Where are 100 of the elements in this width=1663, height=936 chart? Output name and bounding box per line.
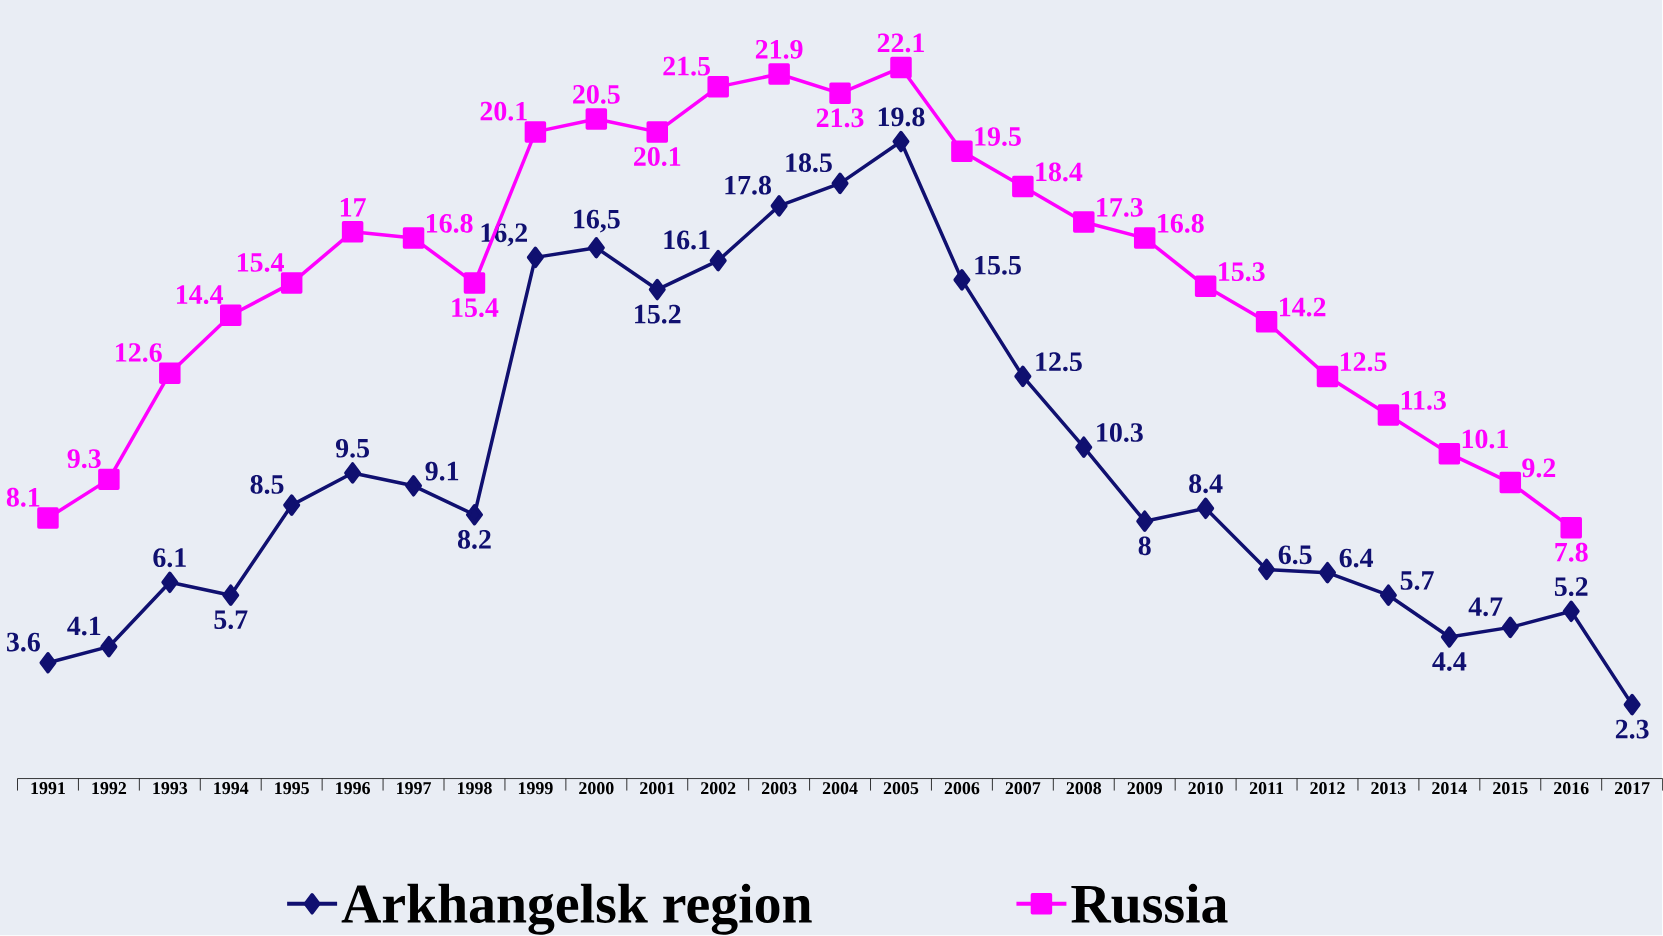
point bbox=[953, 269, 971, 291]
point bbox=[951, 140, 973, 163]
data-label: 8 bbox=[1138, 536, 1151, 556]
data-label: 3.6 bbox=[6, 632, 40, 652]
x-tick-label: 1991 bbox=[31, 782, 65, 795]
data-label: 21.3 bbox=[816, 108, 864, 128]
point bbox=[1133, 227, 1156, 250]
point bbox=[831, 172, 849, 195]
data-label: 16.8 bbox=[426, 214, 473, 234]
x-tick-label: 2017 bbox=[1614, 782, 1650, 795]
data-label: 4.1 bbox=[67, 616, 101, 636]
data-label: 12.6 bbox=[116, 343, 162, 363]
point bbox=[1499, 472, 1522, 494]
point bbox=[1562, 600, 1580, 623]
x-tick-label: 2010 bbox=[1188, 782, 1223, 795]
x-tick-label: 2014 bbox=[1432, 782, 1467, 795]
point bbox=[770, 195, 788, 217]
point bbox=[405, 475, 423, 497]
data-label: 18.4 bbox=[1036, 162, 1083, 182]
point bbox=[1014, 365, 1032, 388]
data-label: 12.5 bbox=[1340, 352, 1387, 372]
data-label: 11.3 bbox=[1401, 391, 1446, 411]
data-label: 9.5 bbox=[335, 439, 370, 458]
data-label: 6.4 bbox=[1339, 548, 1374, 568]
x-tick-label: 2013 bbox=[1371, 782, 1406, 795]
point bbox=[465, 504, 483, 526]
data-label: 18.5 bbox=[786, 153, 832, 173]
data-label: 8.1 bbox=[6, 488, 40, 508]
data-label: 5.2 bbox=[1554, 577, 1588, 597]
x-tick-label: 2016 bbox=[1554, 782, 1589, 795]
data-label: 16,5 bbox=[574, 210, 620, 233]
x-tick-label: 2012 bbox=[1310, 782, 1345, 795]
data-label: 16.8 bbox=[1158, 214, 1204, 234]
x-tick-label: 2005 bbox=[883, 782, 919, 795]
data-label: 5.7 bbox=[214, 610, 248, 630]
point bbox=[159, 362, 181, 385]
data-label: 17.8 bbox=[725, 176, 771, 195]
point bbox=[1501, 616, 1519, 639]
point bbox=[1440, 626, 1458, 649]
point bbox=[587, 237, 605, 259]
point bbox=[1438, 443, 1461, 465]
data-label: 21.9 bbox=[755, 40, 803, 60]
data-label: 15.5 bbox=[975, 256, 1021, 275]
data-label: 20.1 bbox=[634, 147, 681, 167]
data-label: 10.1 bbox=[1462, 429, 1508, 449]
x-tick-label: 2007 bbox=[1005, 782, 1041, 795]
x-tick-label: 1993 bbox=[153, 782, 188, 795]
data-label: 4.7 bbox=[1468, 597, 1503, 617]
point bbox=[768, 63, 790, 85]
data-label: 6.5 bbox=[1278, 545, 1312, 565]
data-label: 7.8 bbox=[1555, 543, 1588, 563]
point bbox=[526, 246, 544, 269]
data-label: 9.3 bbox=[67, 449, 101, 469]
data-label: 15.4 bbox=[237, 253, 284, 273]
point bbox=[39, 652, 57, 674]
point bbox=[98, 468, 120, 491]
data-label: 16.1 bbox=[664, 230, 710, 250]
x-tick-label: 2008 bbox=[1066, 782, 1102, 795]
point bbox=[402, 227, 425, 250]
point bbox=[890, 57, 912, 79]
point bbox=[1258, 558, 1276, 581]
data-label: 4.4 bbox=[1432, 652, 1467, 672]
point bbox=[1136, 510, 1154, 533]
x-tick-label: 2004 bbox=[822, 782, 858, 795]
data-label: 20.5 bbox=[573, 85, 620, 105]
point bbox=[1012, 176, 1034, 198]
data-label: 2.3 bbox=[1615, 720, 1649, 739]
data-label: 10.3 bbox=[1097, 423, 1143, 443]
point bbox=[1379, 584, 1397, 607]
data-label: 15.4 bbox=[452, 298, 499, 318]
x-tick-label: 2009 bbox=[1127, 782, 1162, 795]
point bbox=[280, 272, 303, 295]
point bbox=[37, 507, 59, 529]
data-label: 8.2 bbox=[457, 530, 491, 550]
point bbox=[100, 636, 118, 658]
data-label: 15.3 bbox=[1219, 262, 1265, 282]
point bbox=[341, 221, 364, 243]
data-label: 6.1 bbox=[153, 548, 186, 568]
data-label: 12.5 bbox=[1036, 352, 1082, 372]
point bbox=[707, 76, 729, 98]
x-tick-label: 2002 bbox=[701, 782, 736, 795]
point bbox=[1623, 694, 1641, 716]
x-tick-label: 2015 bbox=[1493, 782, 1528, 795]
data-label: 5.7 bbox=[1400, 571, 1434, 591]
x-tick-label: 2003 bbox=[761, 782, 797, 795]
data-label: 20.1 bbox=[480, 102, 527, 121]
point bbox=[1255, 311, 1278, 333]
point bbox=[829, 82, 851, 105]
x-tick-label: 2000 bbox=[579, 782, 614, 795]
x-tick-label: 1998 bbox=[457, 782, 492, 795]
point bbox=[1073, 211, 1095, 233]
point bbox=[709, 250, 727, 272]
point bbox=[524, 121, 547, 143]
data-label: 9.1 bbox=[425, 462, 459, 481]
point bbox=[222, 584, 240, 607]
data-label: 17 bbox=[340, 198, 366, 217]
point bbox=[646, 121, 669, 143]
point bbox=[283, 494, 301, 517]
x-tick-label: 1992 bbox=[92, 782, 127, 795]
point bbox=[1197, 497, 1215, 520]
